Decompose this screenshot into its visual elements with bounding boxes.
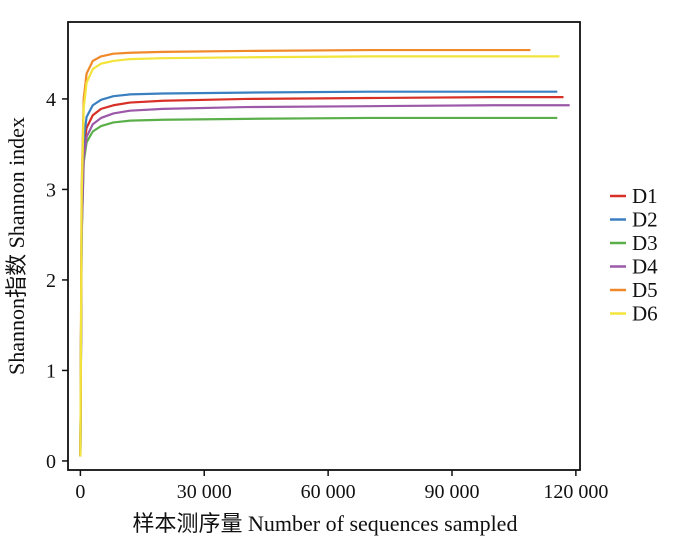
y-tick-label: 1 — [46, 360, 56, 382]
series-line-d1 — [79, 96, 564, 457]
series-line-d4 — [79, 104, 570, 457]
series-line-d6 — [79, 55, 560, 457]
series-line-d5 — [79, 48, 531, 457]
x-tick-label: 120 000 — [543, 481, 608, 503]
y-tick-label: 2 — [46, 270, 56, 292]
y-tick-label: 0 — [46, 451, 56, 473]
x-tick-label: 30 000 — [177, 481, 232, 503]
series-layer — [79, 48, 570, 457]
legend-label-d3: D3 — [632, 231, 658, 255]
x-tick-label: 60 000 — [301, 481, 356, 503]
y-tick-label: 3 — [46, 179, 56, 201]
plot-frame — [67, 21, 581, 471]
x-tick-label: 0 — [75, 481, 85, 503]
y-axis-title: Shannon指数 Shannon index — [4, 117, 29, 375]
series-line-d3 — [79, 116, 558, 457]
legend-label-d1: D1 — [632, 184, 658, 208]
legend-label-d4: D4 — [632, 255, 658, 279]
legend-label-d5: D5 — [632, 278, 658, 302]
legend-label-d2: D2 — [632, 208, 658, 232]
x-axis-title: 样本测序量 Number of sequences sampled — [133, 511, 518, 536]
axis-layer: 0 30 000 60 000 90 000 120 000 0 1 2 3 4 — [46, 89, 608, 503]
series-line-d2 — [79, 90, 558, 457]
legend-label-d6: D6 — [632, 302, 658, 326]
x-tick-label: 90 000 — [425, 481, 480, 503]
y-tick-label: 4 — [46, 89, 56, 111]
